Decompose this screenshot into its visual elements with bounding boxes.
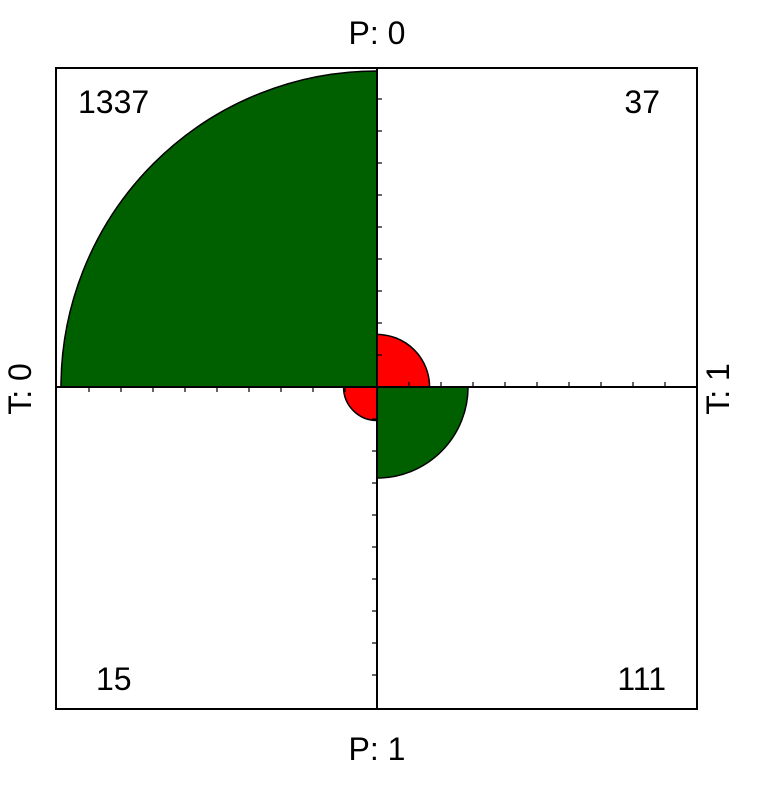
count-label-bottom-right: 111 (617, 661, 666, 697)
wedge-t0-p1 (342, 386, 378, 422)
wedge-t1-p1 (376, 386, 469, 479)
label-left: T: 0 (2, 363, 38, 415)
count-label-top-left: 1337 (78, 84, 149, 120)
axes-layer (56, 68, 697, 709)
label-bottom: P: 1 (349, 731, 406, 767)
wedge-t0-p0 (60, 70, 378, 388)
wedge-layer (60, 70, 469, 479)
wedge-t1-p0 (376, 333, 431, 388)
count-label-top-right: 37 (624, 84, 660, 120)
count-label-bottom-left: 15 (96, 661, 132, 697)
label-right: T: 1 (700, 363, 736, 415)
label-top: P: 0 (349, 15, 406, 51)
